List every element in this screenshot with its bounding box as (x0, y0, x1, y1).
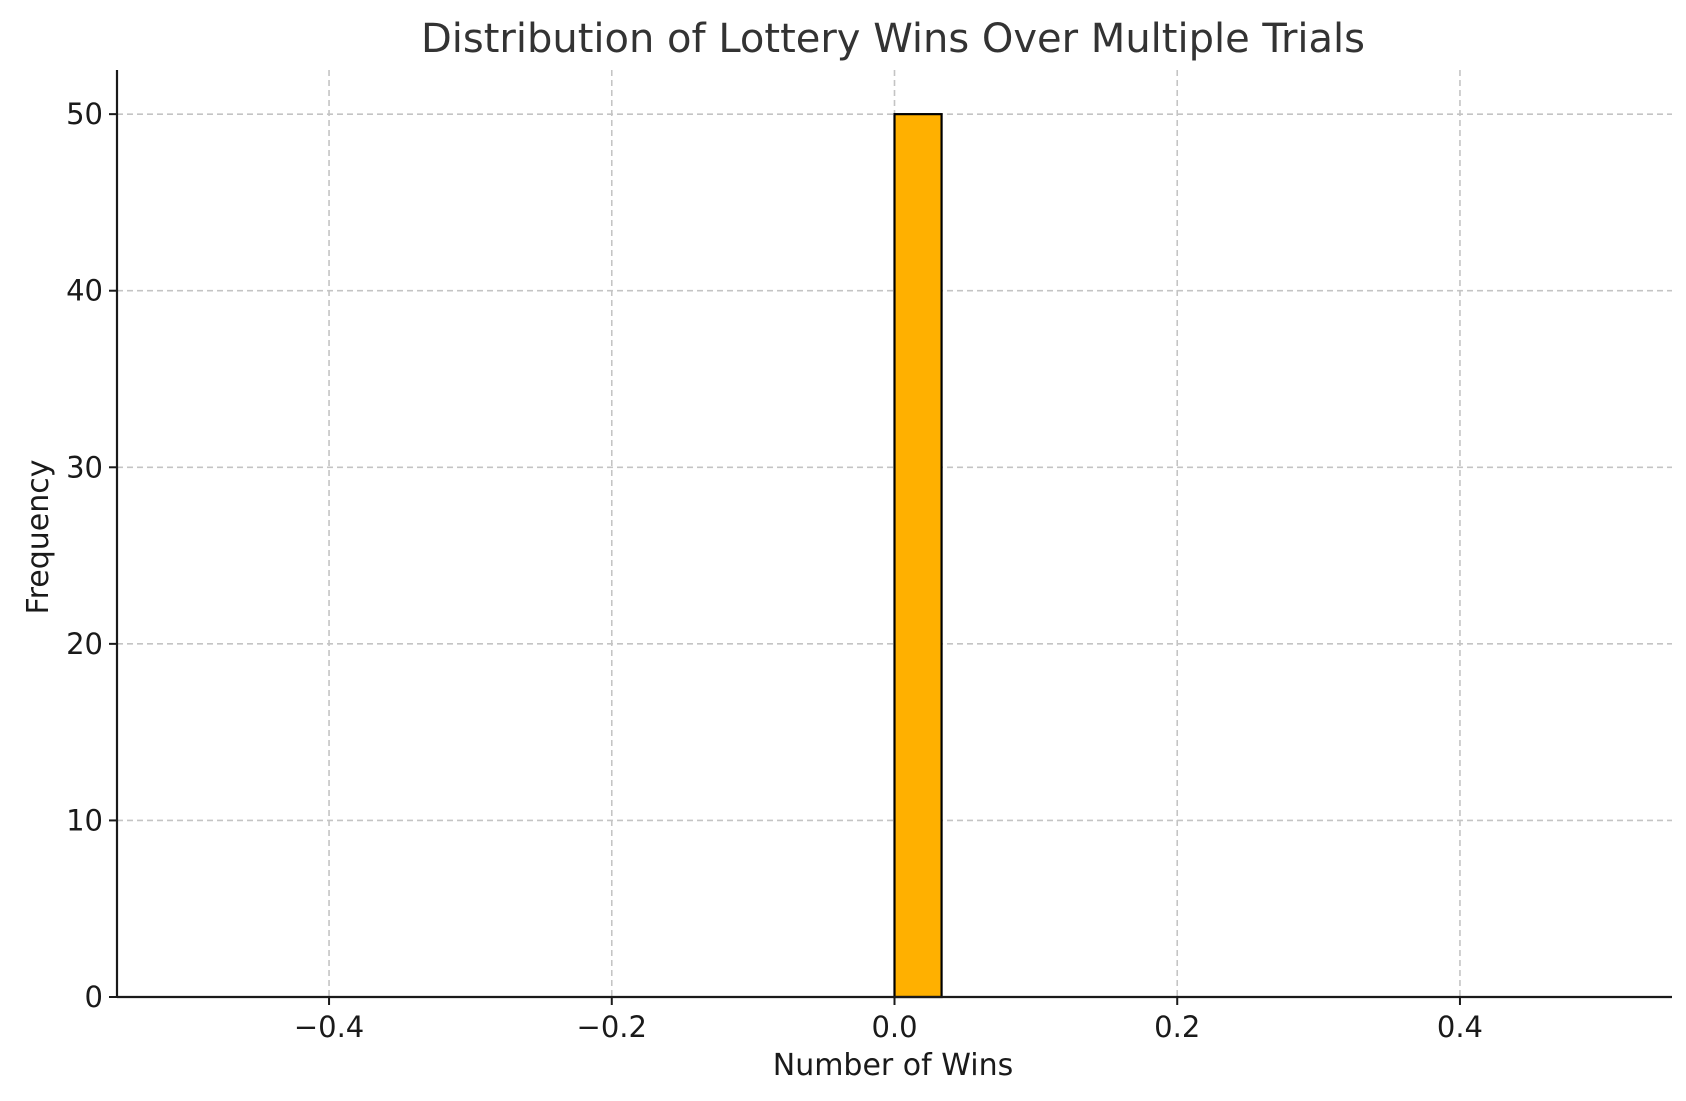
x-axis-label: Number of Wins (773, 1048, 1013, 1083)
x-tick-label-3: 0.2 (1154, 1010, 1200, 1044)
x-tick-label-4: 0.4 (1437, 1010, 1483, 1044)
chart-title: Distribution of Lottery Wins Over Multip… (421, 16, 1365, 62)
bar-0 (893, 113, 943, 999)
x-tick-label-1: −0.2 (577, 1010, 647, 1044)
x-tick-label-0: −0.4 (294, 1010, 364, 1044)
y-axis-ticks: 0 10 20 30 40 50 (66, 97, 117, 1014)
y-axis-label: Frequency (21, 460, 56, 615)
y-tick-label-1: 10 (66, 803, 103, 837)
bars (893, 113, 943, 999)
y-tick-label-2: 20 (66, 627, 103, 661)
x-tick-label-2: 0.0 (871, 1010, 917, 1044)
y-tick-label-3: 30 (66, 450, 103, 484)
y-tick-label-4: 40 (66, 274, 103, 308)
y-tick-label-0: 0 (85, 980, 103, 1014)
x-axis-ticks: −0.4 −0.2 0.0 0.2 0.4 (294, 997, 1483, 1044)
y-tick-label-5: 50 (66, 97, 103, 131)
